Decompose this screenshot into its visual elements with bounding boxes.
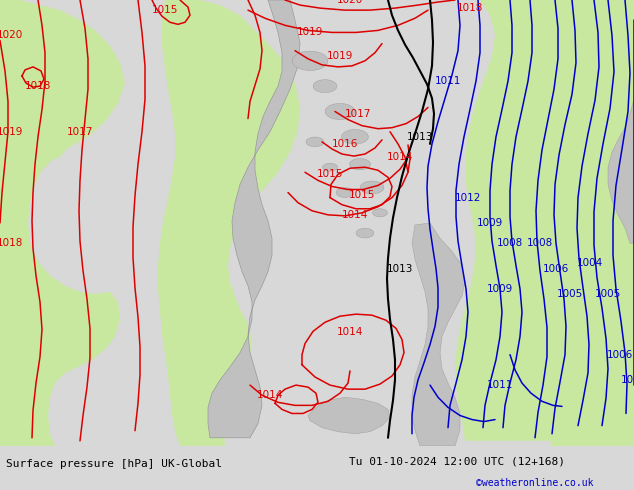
Polygon shape <box>336 188 354 197</box>
Text: 1006: 1006 <box>543 264 569 273</box>
Text: 1015: 1015 <box>152 5 178 15</box>
Polygon shape <box>0 0 125 446</box>
Text: 1011: 1011 <box>487 380 513 390</box>
Text: 1020: 1020 <box>0 30 23 41</box>
Text: 1014: 1014 <box>342 210 368 220</box>
Text: Surface pressure [hPa] UK-Global: Surface pressure [hPa] UK-Global <box>6 459 223 468</box>
Text: 1018: 1018 <box>0 238 23 248</box>
Text: Tu 01-10-2024 12:00 UTC (12+168): Tu 01-10-2024 12:00 UTC (12+168) <box>349 456 565 466</box>
Polygon shape <box>313 80 337 93</box>
Polygon shape <box>349 159 370 170</box>
Text: 1020: 1020 <box>337 0 363 5</box>
Text: 1019: 1019 <box>297 27 323 37</box>
Polygon shape <box>455 0 634 441</box>
Polygon shape <box>360 181 384 194</box>
Text: 1004: 1004 <box>577 259 603 269</box>
Text: 1014: 1014 <box>337 327 363 338</box>
Text: 1017: 1017 <box>67 127 93 137</box>
Polygon shape <box>0 0 75 162</box>
Polygon shape <box>412 223 465 446</box>
Text: 1008: 1008 <box>497 238 523 248</box>
Text: 1019: 1019 <box>327 51 353 61</box>
Polygon shape <box>528 0 634 438</box>
Text: 1015: 1015 <box>349 190 375 199</box>
Text: 1005: 1005 <box>557 289 583 299</box>
Polygon shape <box>545 235 634 446</box>
Polygon shape <box>0 0 30 446</box>
Polygon shape <box>292 51 328 71</box>
Text: 1019: 1019 <box>0 127 23 137</box>
Polygon shape <box>323 163 337 171</box>
Text: 1007: 1007 <box>621 375 634 385</box>
Text: 1011: 1011 <box>435 76 461 86</box>
Text: 1006: 1006 <box>607 350 633 360</box>
Polygon shape <box>306 137 324 147</box>
Text: 1018: 1018 <box>457 3 483 13</box>
Text: 1018: 1018 <box>25 81 51 91</box>
Polygon shape <box>208 0 300 438</box>
Polygon shape <box>356 228 374 238</box>
Polygon shape <box>308 397 390 434</box>
Polygon shape <box>608 99 634 243</box>
Text: 1013: 1013 <box>387 264 413 273</box>
Text: 1012: 1012 <box>455 193 481 202</box>
Polygon shape <box>158 0 300 446</box>
Text: 1017: 1017 <box>345 108 371 119</box>
Polygon shape <box>325 103 355 120</box>
Text: 1015: 1015 <box>317 170 343 179</box>
Text: 1009: 1009 <box>487 284 513 294</box>
Text: 1014: 1014 <box>257 390 283 400</box>
Polygon shape <box>342 129 368 144</box>
Text: 1005: 1005 <box>595 289 621 299</box>
Text: 1009: 1009 <box>477 218 503 228</box>
Text: 1013: 1013 <box>407 132 433 142</box>
Text: 1016: 1016 <box>332 139 358 149</box>
Polygon shape <box>373 209 387 217</box>
Text: ©weatheronline.co.uk: ©weatheronline.co.uk <box>476 478 593 489</box>
Text: 1014: 1014 <box>387 152 413 162</box>
Text: 1008: 1008 <box>527 238 553 248</box>
